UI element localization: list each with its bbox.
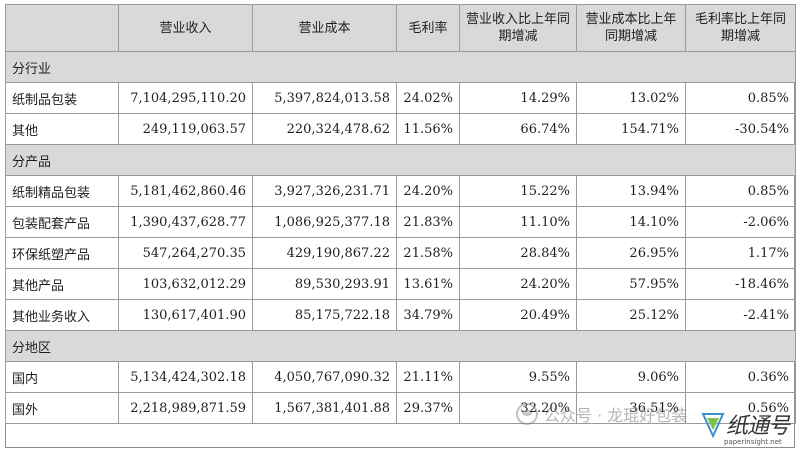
cell-value: 0.36% xyxy=(685,361,796,393)
cell-value: 21.83% xyxy=(396,206,460,238)
cell-value: 24.20% xyxy=(396,175,460,207)
row-label: 国外 xyxy=(5,392,119,424)
cell-value: 547,264,270.35 xyxy=(118,237,253,269)
cell-value: 14.29% xyxy=(459,82,577,114)
header-blank xyxy=(5,4,119,52)
cell-value: 13.02% xyxy=(576,82,686,114)
cell-value: 11.10% xyxy=(459,206,577,238)
section-title: 分地区 xyxy=(5,330,796,362)
header-margin: 毛利率 xyxy=(396,4,460,52)
cell-value: 36.51% xyxy=(576,392,686,424)
row-label: 纸制品包装 xyxy=(5,82,119,114)
cell-value: 130,617,401.90 xyxy=(118,299,253,331)
cell-value: 5,181,462,860.46 xyxy=(118,175,253,207)
cell-value: 2,218,989,871.59 xyxy=(118,392,253,424)
cell-value: 32.20% xyxy=(459,392,577,424)
financial-table: 营业收入 营业成本 毛利率 营业收入比上年同期增减 营业成本比上年同期增减 毛利… xyxy=(5,4,796,424)
cell-value: 4,050,767,090.32 xyxy=(252,361,397,393)
cell-value: 14.10% xyxy=(576,206,686,238)
header-revenue-yoy: 营业收入比上年同期增减 xyxy=(459,4,577,52)
table-row: 国内 5,134,424,302.18 4,050,767,090.32 21.11%… xyxy=(5,361,796,393)
cell-value: 7,104,295,110.20 xyxy=(118,82,253,114)
cell-value: -18.46% xyxy=(685,268,796,300)
cell-value: 5,134,424,302.18 xyxy=(118,361,253,393)
cell-value: 26.95% xyxy=(576,237,686,269)
cell-value: 13.94% xyxy=(576,175,686,207)
cell-value: 85,175,722.18 xyxy=(252,299,397,331)
row-label: 纸制精品包装 xyxy=(5,175,119,207)
cell-value: 9.55% xyxy=(459,361,577,393)
row-label: 国内 xyxy=(5,361,119,393)
table-row: 其他业务收入 130,617,401.90 85,175,722.18 34.79% 2… xyxy=(5,299,796,331)
section-title: 分行业 xyxy=(5,51,796,83)
header-revenue: 营业收入 xyxy=(118,4,253,52)
cell-value: 5,397,824,013.58 xyxy=(252,82,397,114)
cell-value: 9.06% xyxy=(576,361,686,393)
cell-value: 0.85% xyxy=(685,175,796,207)
cell-value: 1,086,925,377.18 xyxy=(252,206,397,238)
cell-value: 0.56% xyxy=(685,392,796,424)
cell-value: 429,190,867.22 xyxy=(252,237,397,269)
section-row: 分产品 xyxy=(5,144,796,176)
section-row: 分地区 xyxy=(5,330,796,362)
table-row: 其他产品 103,632,012.29 89,530,293.91 13.61% 24.… xyxy=(5,268,796,300)
cell-value: 1,567,381,401.88 xyxy=(252,392,397,424)
cell-value: -2.06% xyxy=(685,206,796,238)
row-label: 其他 xyxy=(5,113,119,145)
cell-value: 21.11% xyxy=(396,361,460,393)
cell-value: 29.37% xyxy=(396,392,460,424)
cell-value: 0.85% xyxy=(685,82,796,114)
cell-value: 28.84% xyxy=(459,237,577,269)
section-row: 分行业 xyxy=(5,51,796,83)
cell-value: 34.79% xyxy=(396,299,460,331)
table-row: 包装配套产品 1,390,437,628.77 1,086,925,377.18 21… xyxy=(5,206,796,238)
cell-value: 249,119,063.57 xyxy=(118,113,253,145)
cell-value: -2.41% xyxy=(685,299,796,331)
cell-value: 1,390,437,628.77 xyxy=(118,206,253,238)
table-row: 环保纸塑产品 547,264,270.35 429,190,867.22 21.58%… xyxy=(5,237,796,269)
cell-value: 89,530,293.91 xyxy=(252,268,397,300)
header-margin-yoy: 毛利率比上年同期增减 xyxy=(685,4,796,52)
cell-value: 1.17% xyxy=(685,237,796,269)
cell-value: 3,927,326,231.71 xyxy=(252,175,397,207)
table-row: 纸制精品包装 5,181,462,860.46 3,927,326,231.71 24… xyxy=(5,175,796,207)
header-cost: 营业成本 xyxy=(252,4,397,52)
cell-value: 13.61% xyxy=(396,268,460,300)
section-title: 分产品 xyxy=(5,144,796,176)
cell-value: 25.12% xyxy=(576,299,686,331)
table-body: 分行业 纸制品包装 7,104,295,110.20 5,397,824,013.58… xyxy=(5,51,796,424)
cell-value: 66.74% xyxy=(459,113,577,145)
cell-value: 21.58% xyxy=(396,237,460,269)
cell-value: 220,324,478.62 xyxy=(252,113,397,145)
cell-value: 11.56% xyxy=(396,113,460,145)
cell-value: -30.54% xyxy=(685,113,796,145)
table-row: 其他 249,119,063.57 220,324,478.62 11.56% 66.7… xyxy=(5,113,796,145)
row-label: 环保纸塑产品 xyxy=(5,237,119,269)
cell-value: 154.71% xyxy=(576,113,686,145)
row-label: 其他业务收入 xyxy=(5,299,119,331)
cell-value: 57.95% xyxy=(576,268,686,300)
cell-value: 103,632,012.29 xyxy=(118,268,253,300)
row-label: 包装配套产品 xyxy=(5,206,119,238)
cell-value: 24.20% xyxy=(459,268,577,300)
cell-value: 20.49% xyxy=(459,299,577,331)
cell-value: 15.22% xyxy=(459,175,577,207)
table-row: 纸制品包装 7,104,295,110.20 5,397,824,013.58 24.… xyxy=(5,82,796,114)
table-row: 国外 2,218,989,871.59 1,567,381,401.88 29.37%… xyxy=(5,392,796,424)
cell-value: 24.02% xyxy=(396,82,460,114)
header-row: 营业收入 营业成本 毛利率 营业收入比上年同期增减 营业成本比上年同期增减 毛利… xyxy=(5,4,796,52)
row-label: 其他产品 xyxy=(5,268,119,300)
header-cost-yoy: 营业成本比上年同期增减 xyxy=(576,4,686,52)
